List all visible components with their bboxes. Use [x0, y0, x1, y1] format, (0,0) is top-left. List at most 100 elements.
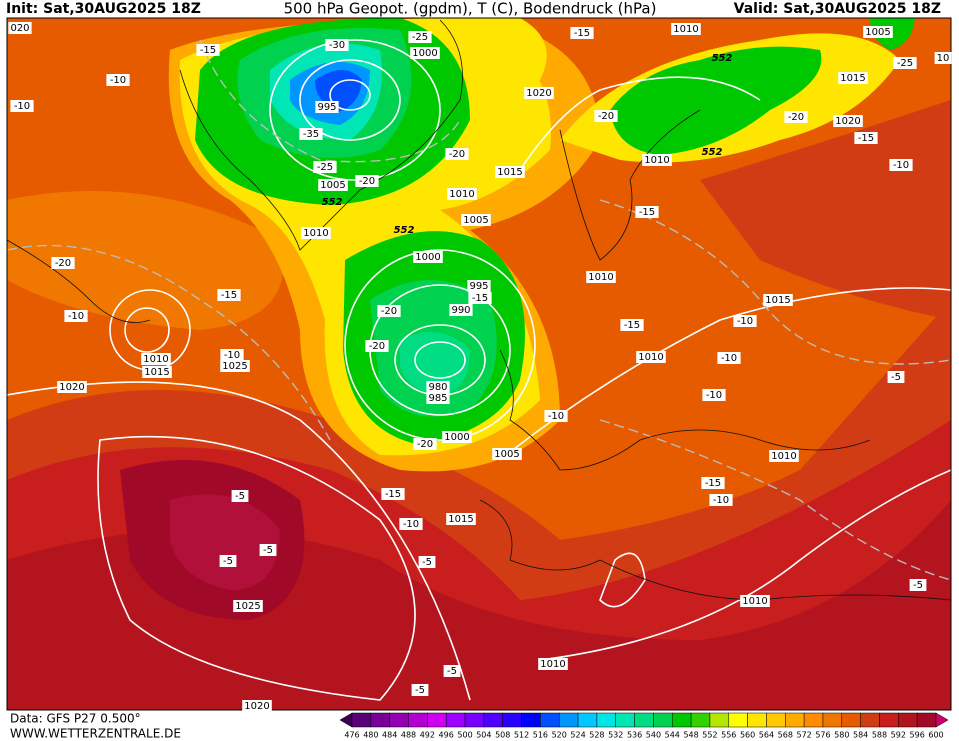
- label-box: [231, 490, 249, 502]
- temperature-label: -15: [705, 478, 721, 489]
- map-field: [7, 18, 951, 710]
- label-box: [51, 257, 75, 269]
- temperature-label: -5: [913, 580, 923, 591]
- colorbar-cap: [339, 712, 353, 728]
- pressure-label: 1010: [638, 352, 663, 363]
- temperature-label: -25: [897, 58, 913, 69]
- label-box: [449, 304, 473, 316]
- label-box: [769, 450, 799, 462]
- temperature-label: -5: [223, 556, 233, 567]
- label-box: [709, 494, 733, 506]
- colorbar-label: 552: [702, 731, 717, 740]
- label-box: [854, 132, 878, 144]
- pressure-label: 1005: [463, 215, 488, 226]
- temperature-label: -5: [422, 557, 432, 568]
- colorbar-label: 476: [344, 731, 359, 740]
- label-box: [446, 513, 476, 525]
- pressure-label: 1015: [765, 295, 790, 306]
- label-box: [408, 31, 432, 43]
- colorbar-label: 584: [853, 731, 868, 740]
- label-box: [315, 101, 339, 113]
- label-box: [233, 600, 263, 612]
- pressure-label: 1010: [449, 189, 474, 200]
- colorbar-cell: [653, 712, 673, 728]
- temperature-label: -15: [574, 28, 590, 39]
- label-box: [586, 271, 616, 283]
- pressure-label: 995: [317, 102, 336, 113]
- label-box: [418, 556, 436, 568]
- colorbar-cell: [766, 712, 786, 728]
- label-box: [413, 251, 443, 263]
- colorbar-label: 492: [420, 731, 435, 740]
- label-box: [620, 319, 644, 331]
- colorbar-cell: [747, 712, 767, 728]
- colorbar-label: 540: [646, 731, 661, 740]
- pressure-label: 1010: [588, 272, 613, 283]
- label-box: [10, 100, 34, 112]
- temperature-label: -20: [55, 258, 71, 269]
- pressure-label: 985: [428, 393, 447, 404]
- temperature-label: -10: [721, 353, 737, 364]
- label-box: [445, 148, 469, 160]
- label-box: [740, 595, 770, 607]
- label-box: [413, 438, 437, 450]
- map-frame: [6, 17, 952, 711]
- pressure-label: 1000: [415, 252, 440, 263]
- colorbar-cell: [879, 712, 899, 728]
- colorbar-cell: [502, 712, 522, 728]
- height-label: 552: [394, 225, 415, 236]
- label-box: [594, 110, 618, 122]
- colorbar-cell: [521, 712, 541, 728]
- label-box: [636, 351, 666, 363]
- temperature-label: -10: [14, 101, 30, 112]
- colorbar-label: 596: [910, 731, 925, 740]
- colorbar-label: 580: [834, 731, 849, 740]
- height-label: 552: [322, 197, 343, 208]
- temperature-label: -15: [472, 293, 488, 304]
- label-box: [301, 227, 331, 239]
- pressure-label: 1010: [143, 354, 168, 365]
- label-box: [443, 665, 461, 677]
- label-box: [570, 27, 594, 39]
- colorbar-label: 484: [382, 731, 397, 740]
- height-label: 552: [712, 53, 733, 64]
- colorbar-cell: [672, 712, 692, 728]
- temperature-label: -10: [713, 495, 729, 506]
- temperature-label: -10: [737, 316, 753, 327]
- colorbar-cell: [445, 712, 466, 728]
- label-box: [57, 381, 87, 393]
- pressure-label: 1010: [742, 596, 767, 607]
- colorbar-cell: [464, 712, 485, 728]
- label-box: [217, 289, 241, 301]
- colorbar-cell: [916, 712, 937, 728]
- colorbar-label: 512: [514, 731, 529, 740]
- label-box: [219, 555, 237, 567]
- pressure-label: 995: [469, 281, 488, 292]
- label-box: [142, 366, 172, 378]
- pressure-label: 1000: [412, 48, 437, 59]
- label-box: [313, 161, 337, 173]
- label-box: [701, 477, 725, 489]
- label-box: [381, 488, 405, 500]
- colorbar-cell: [728, 712, 748, 728]
- colorbar-cell: [709, 712, 730, 728]
- temperature-label: -10: [224, 350, 240, 361]
- label-box: [893, 57, 917, 69]
- label-box: [365, 340, 389, 352]
- colorbar-label: 488: [401, 731, 416, 740]
- colorbar-label: 536: [627, 731, 642, 740]
- pressure-label: 1010: [771, 451, 796, 462]
- colorbar-label: 524: [570, 731, 585, 740]
- colorbar-cell: [408, 712, 428, 728]
- temperature-label: -15: [858, 133, 874, 144]
- colorbar-label: 500: [457, 731, 472, 740]
- colorbar-cell: [558, 712, 579, 728]
- pressure-label: 1010: [303, 228, 328, 239]
- label-box: [784, 111, 808, 123]
- pressure-label: 1025: [235, 601, 260, 612]
- colorbar-label: 508: [495, 731, 510, 740]
- colorbar-cell: [822, 712, 843, 728]
- colorbar-cell: [596, 712, 616, 728]
- colorbar-cell: [615, 712, 635, 728]
